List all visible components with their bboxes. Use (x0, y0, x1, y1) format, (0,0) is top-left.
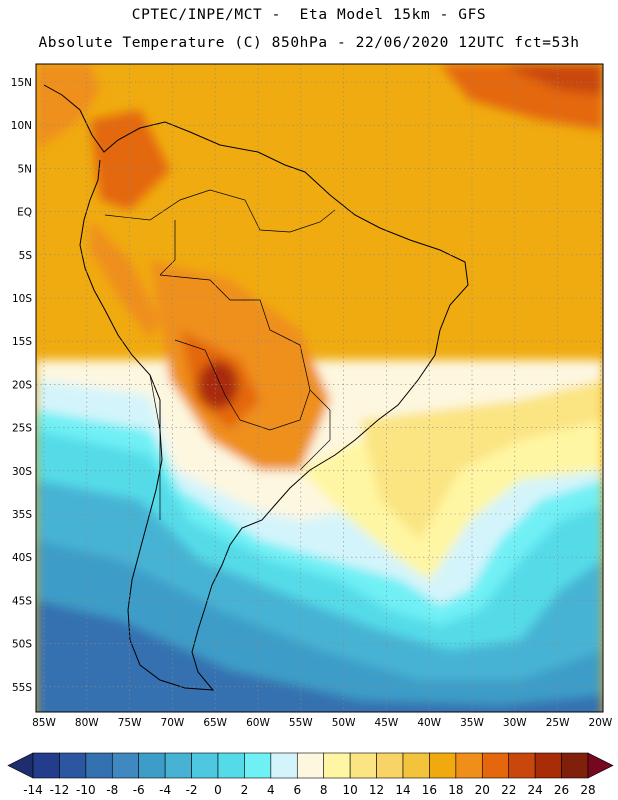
colorbar-label: -12 (50, 783, 70, 797)
colorbar-under-arrow (7, 752, 34, 779)
title-line-1: CPTEC/INPE/MCT - Eta Model 15km - GFS (131, 7, 487, 23)
longitude-label: 60W (246, 717, 270, 729)
colorbar-label: -2 (186, 783, 198, 797)
latitude-label: 10N (11, 120, 32, 132)
colorbar-label: 2 (241, 783, 249, 797)
colorbar-swatch (32, 752, 60, 779)
colorbar-swatch (270, 752, 298, 779)
colorbar-swatch (111, 752, 140, 779)
longitude-label: 25W (546, 717, 570, 729)
colorbar-swatch (138, 752, 166, 779)
colorbar-label: -10 (76, 783, 96, 797)
colorbar-swatch (191, 752, 219, 779)
longitude-label: 30W (503, 717, 527, 729)
latitude-label: 35S (12, 509, 32, 521)
title-line-2: Absolute Temperature (C) 850hPa - 22/06/… (38, 35, 580, 51)
colorbar-swatch (455, 752, 483, 779)
colorbar-label: -4 (159, 783, 171, 797)
colorbar-label: -6 (133, 783, 145, 797)
longitude-label: 55W (289, 717, 313, 729)
colorbar-label: 18 (448, 783, 463, 797)
latitude-label: 55S (12, 682, 32, 694)
longitude-label: 75W (118, 717, 142, 729)
latitude-label: EQ (17, 207, 32, 219)
latitude-label: 10S (12, 293, 32, 305)
colorbar-label: 6 (293, 783, 301, 797)
latitude-labels: 15N 10N 5N EQ 5S 10S 15S 20S 25S 30S 35S 40S 45S 50S 5… (11, 77, 33, 694)
colorbar-label: 12 (369, 783, 384, 797)
colorbar-label: 24 (528, 783, 543, 797)
longitude-label: 85W (32, 717, 56, 729)
colorbar-label: 10 (343, 783, 358, 797)
colorbar-label: 22 (501, 783, 516, 797)
colorbar-label: 8 (320, 783, 328, 797)
map-frame (35, 63, 604, 713)
longitude-labels: 85W 80W 75W 70W 65W 60W 55W 50W 45W 40W 35W 30W 25W 2… (32, 717, 613, 729)
colorbar-swatch (561, 752, 589, 779)
colorbar-over-arrow (587, 752, 614, 779)
latitude-label: 45S (12, 595, 32, 607)
colorbar-swatch (296, 752, 325, 779)
colorbar-swatch (508, 752, 536, 779)
colorbar-label: -14 (23, 783, 43, 797)
latitude-label: 40S (12, 552, 32, 564)
latitude-label: 15N (11, 77, 32, 89)
colorbar-swatch (59, 752, 87, 779)
colorbar-swatch (534, 752, 562, 779)
colorbar-swatch (164, 752, 192, 779)
colorbar-swatch (349, 752, 377, 779)
colorbar-swatch (376, 752, 404, 779)
colorbar: -14 -12 -10 -8 -6 -4 -2 0 2 4 6 8 10 12 14 16 18 20 22 24 26… (7, 752, 614, 797)
colorbar-label: 14 (395, 783, 410, 797)
graticule (36, 64, 603, 712)
longitude-label: 70W (161, 717, 185, 729)
temperature-field (36, 64, 603, 712)
colorbar-swatch (481, 752, 510, 779)
coastline (43, 84, 469, 691)
colorbar-swatch (85, 752, 113, 779)
colorbar-swatch (429, 752, 457, 779)
colorbar-label: 4 (267, 783, 275, 797)
colorbar-label: 26 (554, 783, 569, 797)
colorbar-label: 28 (580, 783, 595, 797)
longitude-label: 50W (332, 717, 356, 729)
longitude-label: 40W (417, 717, 441, 729)
latitude-label: 5N (17, 163, 32, 175)
colorbar-swatch (402, 752, 430, 779)
latitude-label: 30S (12, 466, 32, 478)
longitude-label: 65W (203, 717, 227, 729)
colorbar-label: 0 (214, 783, 222, 797)
latitude-label: 50S (12, 639, 32, 651)
colorbar-swatch (217, 752, 245, 779)
colorbar-swatch (244, 752, 272, 779)
country-borders (104, 189, 336, 520)
colorbar-label: 16 (422, 783, 437, 797)
latitude-label: 15S (12, 336, 32, 348)
colorbar-swatch (323, 752, 351, 779)
longitude-label: 45W (375, 717, 399, 729)
latitude-label: 5S (19, 250, 33, 262)
longitude-label: 80W (75, 717, 99, 729)
latitude-label: 20S (12, 379, 32, 391)
latitude-label: 25S (12, 423, 32, 435)
longitude-label: 20W (589, 717, 613, 729)
colorbar-label: -8 (106, 783, 118, 797)
longitude-label: 35W (460, 717, 484, 729)
colorbar-label: 20 (475, 783, 490, 797)
